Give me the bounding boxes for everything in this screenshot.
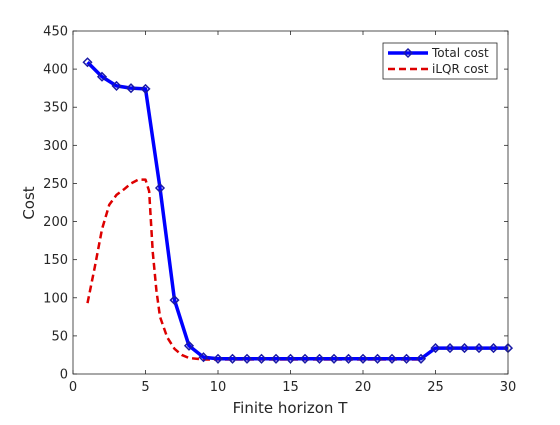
y-tick-label: 300 xyxy=(43,139,68,154)
x-tick-label: 5 xyxy=(141,380,149,395)
total-cost-point xyxy=(96,71,108,82)
x-tick-label: 10 xyxy=(210,380,227,395)
total-cost-point xyxy=(444,343,456,354)
total-cost-point xyxy=(357,353,369,364)
y-axis-label: Cost xyxy=(20,186,38,219)
x-tick-label: 25 xyxy=(427,380,444,395)
legend-label-ilqr-cost: iLQR cost xyxy=(432,62,489,76)
total-cost-point xyxy=(488,343,499,354)
x-tick-label: 15 xyxy=(282,380,299,395)
total-cost-point xyxy=(401,353,412,364)
x-axis-label: Finite horizon T xyxy=(233,399,349,417)
total-cost-point xyxy=(285,353,296,364)
total-cost-point xyxy=(111,80,122,91)
total-cost-point xyxy=(430,343,441,354)
total-cost-point xyxy=(183,340,195,351)
total-cost-point xyxy=(82,57,93,68)
y-tick-label: 400 xyxy=(43,63,68,78)
y-tick-label: 350 xyxy=(43,101,68,116)
total-cost-point xyxy=(459,343,470,354)
legend-box xyxy=(382,42,498,80)
total-cost-point xyxy=(256,353,267,364)
series-layer xyxy=(82,57,514,364)
total-cost-point xyxy=(212,353,224,364)
total-cost-point xyxy=(270,353,282,364)
y-tick-label: 250 xyxy=(43,177,68,192)
total-cost-point xyxy=(314,353,325,364)
legend: Total cost iLQR cost xyxy=(382,42,498,80)
total-cost-point xyxy=(198,352,209,363)
total-cost-point xyxy=(241,353,253,364)
total-cost-point xyxy=(169,295,180,306)
y-tick-label: 0 xyxy=(60,368,68,383)
total-cost-point xyxy=(125,83,137,94)
total-cost-point xyxy=(473,343,485,354)
x-tick-label: 0 xyxy=(69,380,77,395)
y-tick-label: 50 xyxy=(51,329,68,344)
y-tick-label: 150 xyxy=(43,253,68,268)
y-tick-label: 100 xyxy=(43,291,68,306)
series-line-total-cost xyxy=(86,61,508,361)
legend-label-total-cost: Total cost xyxy=(431,46,489,60)
total-cost-point xyxy=(372,353,383,364)
total-cost-point xyxy=(386,353,398,364)
y-tick-label: 200 xyxy=(43,215,68,230)
total-cost-point xyxy=(140,83,151,94)
total-cost-point xyxy=(415,353,427,364)
plot-area xyxy=(73,31,508,374)
total-cost-point xyxy=(299,353,311,364)
x-tick-label: 20 xyxy=(355,380,372,395)
x-tick-label: 30 xyxy=(500,380,517,395)
total-cost-point xyxy=(343,353,354,364)
y-tick-label: 450 xyxy=(43,25,68,40)
total-cost-point xyxy=(328,353,340,364)
total-cost-point xyxy=(227,353,238,364)
legend-diamond-marker xyxy=(402,47,414,59)
total-cost-point xyxy=(154,182,166,194)
